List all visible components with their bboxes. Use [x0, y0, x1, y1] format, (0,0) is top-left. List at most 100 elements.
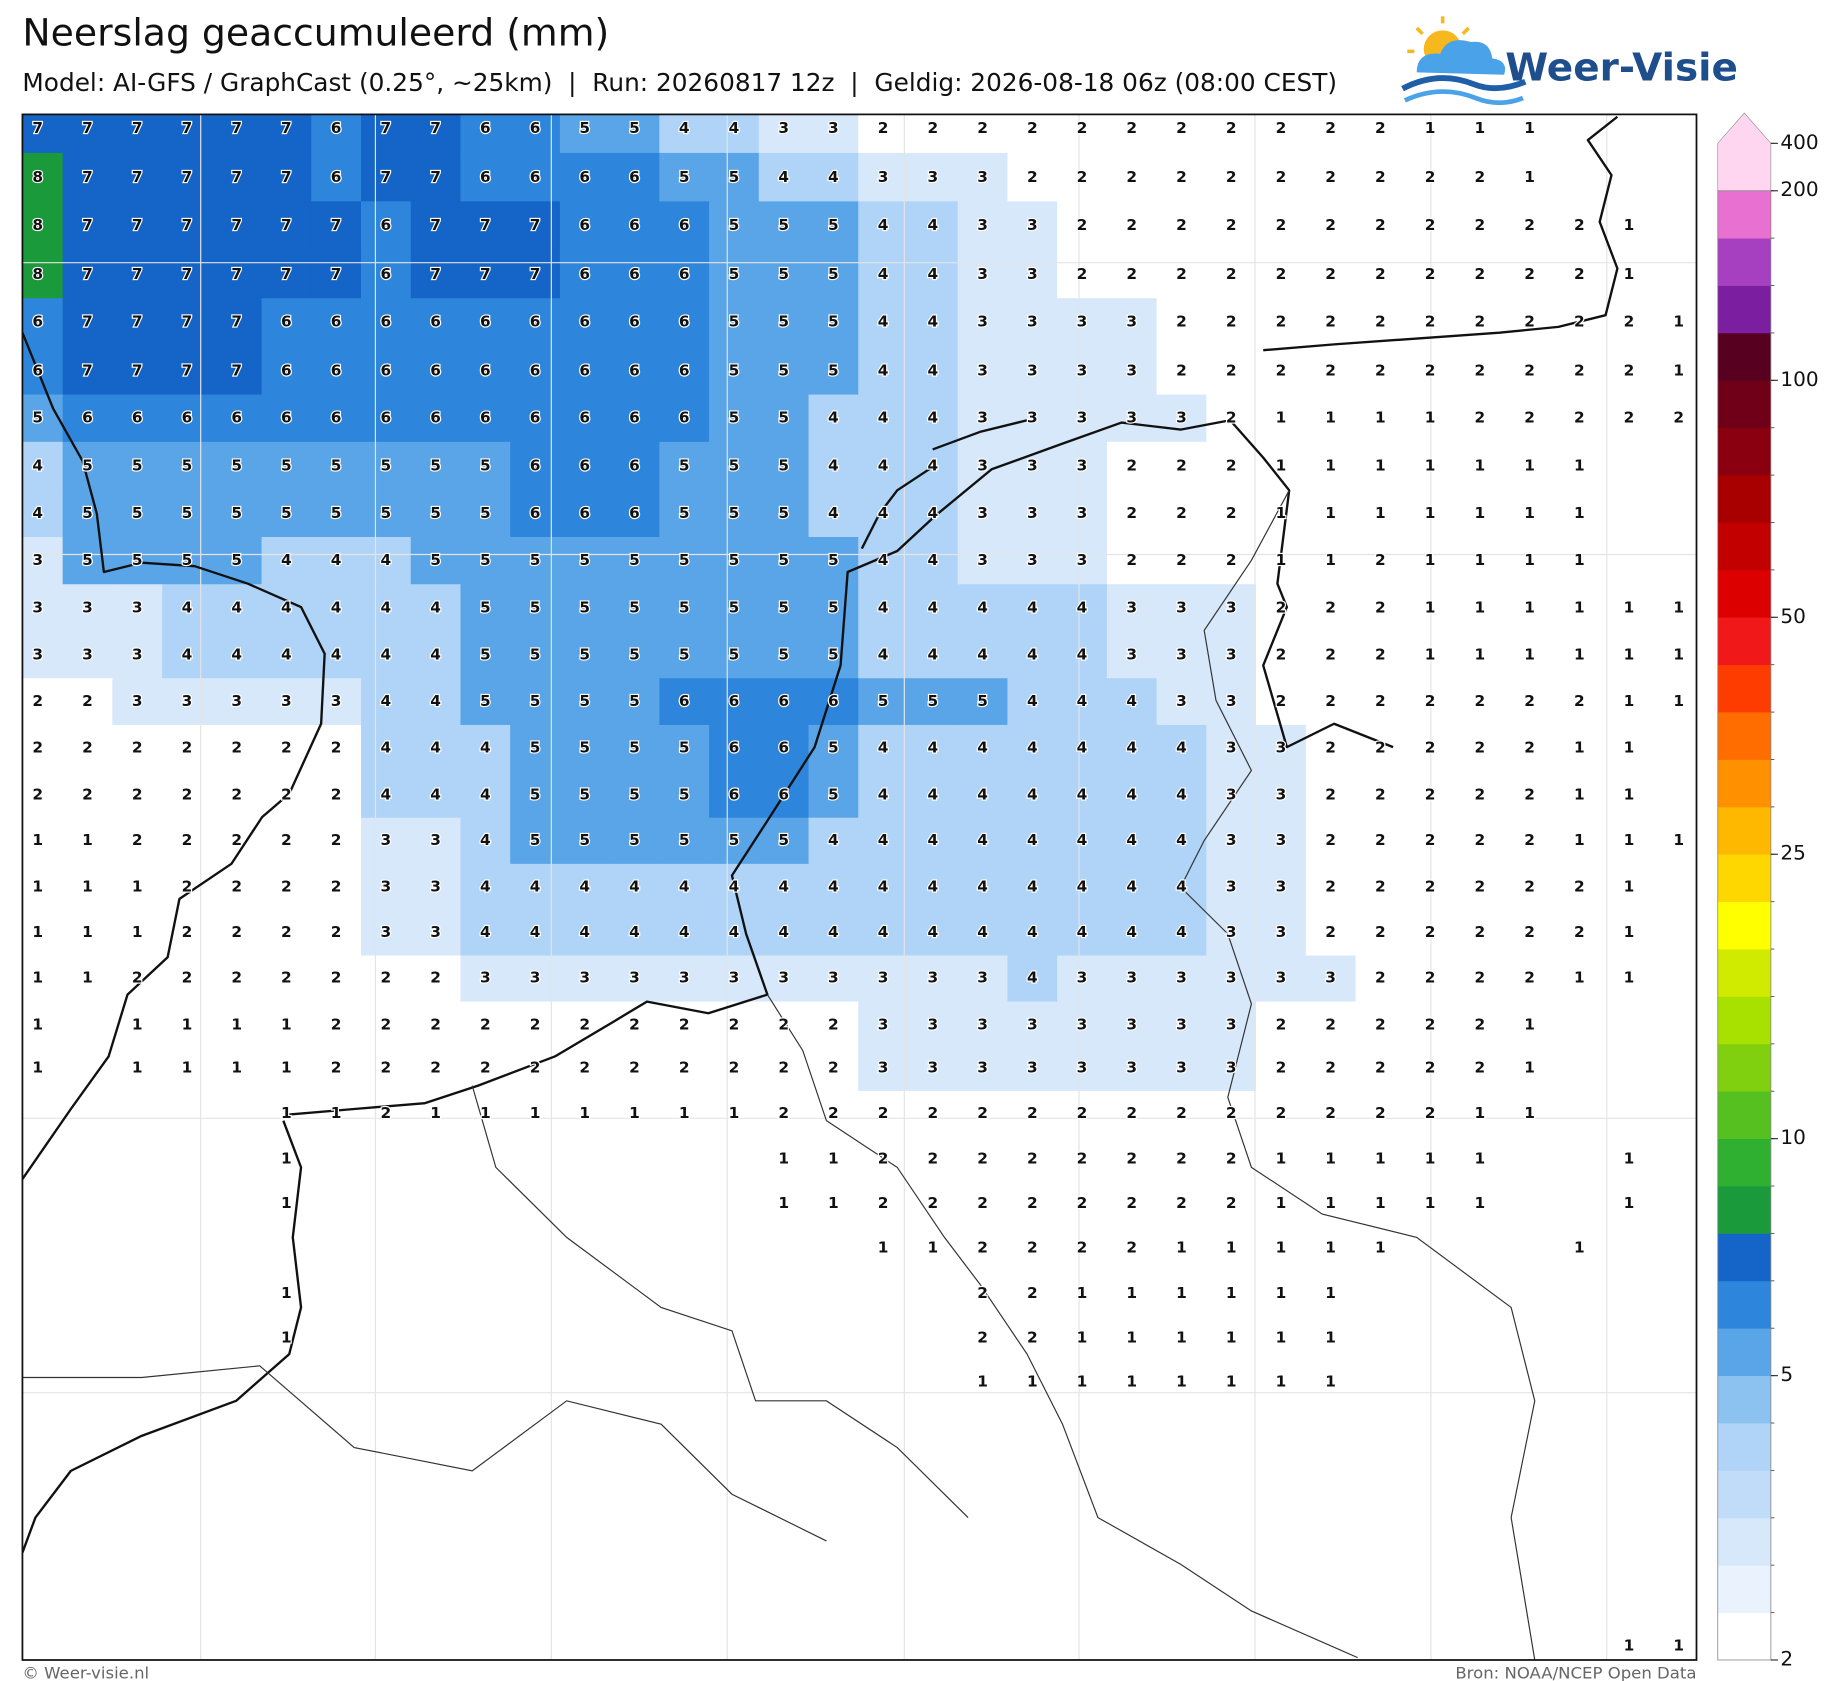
precip-cell	[22, 249, 64, 299]
grid-value: 1	[281, 1059, 292, 1077]
grid-value: 1	[1375, 504, 1386, 522]
grid-value: 6	[32, 362, 43, 380]
precip-cell	[410, 152, 462, 202]
grid-value: 1	[828, 1194, 839, 1212]
grid-value: 6	[679, 692, 690, 710]
colorbar-bin	[1717, 1280, 1771, 1329]
grid-value: 2	[1474, 313, 1485, 331]
precip-cell	[709, 152, 760, 202]
precip-cell	[1007, 1270, 1058, 1317]
precip-cell	[907, 152, 959, 202]
precip-cell	[758, 249, 810, 299]
precip-cell	[758, 863, 810, 911]
grid-value: 3	[1176, 1059, 1187, 1077]
grid-value: 2	[878, 1150, 889, 1168]
precip-cell	[808, 298, 859, 348]
precip-cell	[659, 394, 710, 443]
grid-value: 5	[778, 456, 789, 474]
precip-cell	[211, 724, 263, 773]
grid-value: 3	[1126, 313, 1137, 331]
grid-value: 4	[878, 362, 889, 380]
precip-cell	[211, 678, 263, 726]
grid-value: 5	[828, 739, 839, 757]
precip-cell	[1454, 863, 1506, 911]
grid-value: 4	[331, 551, 342, 569]
grid-value: 4	[928, 408, 939, 426]
precip-cell	[211, 298, 263, 348]
precip-cell	[1355, 249, 1406, 299]
grid-value: 5	[729, 551, 740, 569]
grid-value: 2	[828, 1015, 839, 1033]
grid-value: 7	[82, 168, 93, 186]
grid-value: 2	[1524, 969, 1535, 987]
precip-cell	[1305, 1046, 1357, 1092]
grid-value: 1	[1276, 1284, 1287, 1302]
precip-cell	[510, 114, 561, 154]
grid-value: 2	[1474, 923, 1485, 941]
precip-cell	[1007, 114, 1058, 154]
precip-cell	[559, 201, 611, 251]
grid-value: 3	[977, 265, 988, 283]
grid-value: 3	[82, 599, 93, 617]
precip-cell	[360, 441, 412, 491]
precip-cell	[1106, 298, 1158, 348]
precip-cell	[1057, 489, 1108, 538]
precip-cell	[858, 1046, 909, 1092]
grid-value: 4	[679, 878, 690, 896]
grid-value: 5	[729, 216, 740, 234]
precip-cell	[1156, 201, 1207, 251]
precip-cell	[1057, 724, 1108, 773]
grid-value: 3	[878, 969, 889, 987]
grid-value: 3	[1126, 969, 1137, 987]
precip-cell	[1355, 584, 1406, 633]
grid-value: 4	[977, 645, 988, 663]
grid-value: 3	[1176, 969, 1187, 987]
precip-cell	[1057, 249, 1108, 299]
grid-value: 2	[231, 878, 242, 896]
precip-cell	[758, 201, 810, 251]
precip-cell	[559, 346, 611, 396]
grid-value: 4	[430, 786, 441, 804]
grid-value: 3	[132, 599, 143, 617]
precip-cell	[1355, 724, 1406, 773]
precip-cell	[1305, 909, 1357, 957]
grid-value: 4	[778, 923, 789, 941]
grid-value: 3	[1176, 692, 1187, 710]
grid-value: 1	[1325, 408, 1336, 426]
grid-value: 6	[82, 408, 93, 426]
grid-value: 6	[629, 216, 640, 234]
precip-cell	[1454, 771, 1506, 819]
precip-cell	[1057, 346, 1108, 396]
precip-cell	[410, 114, 462, 154]
grid-value: 2	[1325, 786, 1336, 804]
precip-cell	[858, 346, 909, 396]
grid-value: 3	[381, 923, 392, 941]
grid-value: 1	[82, 831, 93, 849]
grid-value: 4	[381, 786, 392, 804]
precip-cell	[559, 955, 611, 1003]
grid-value: 2	[1474, 969, 1485, 987]
precip-cell	[261, 441, 312, 491]
grid-value: 5	[729, 831, 740, 849]
grid-value: 6	[281, 362, 292, 380]
grid-value: 5	[629, 119, 640, 137]
precip-cell	[659, 152, 710, 202]
precip-cell	[1057, 201, 1108, 251]
grid-value: 2	[381, 1104, 392, 1122]
grid-value: 2	[1425, 265, 1436, 283]
precip-cell	[559, 771, 611, 819]
precip-cell	[1007, 346, 1058, 396]
colorbar-bin	[1717, 1565, 1771, 1613]
precip-cell	[609, 631, 660, 679]
colorbar-bin	[1717, 380, 1771, 429]
grid-value: 4	[928, 739, 939, 757]
precip-cell	[1106, 1181, 1158, 1227]
grid-value: 3	[1176, 408, 1187, 426]
precip-cell	[709, 441, 760, 491]
grid-value: 3	[530, 969, 541, 987]
grid-value: 2	[928, 1150, 939, 1168]
grid-value: 3	[1226, 1059, 1237, 1077]
precip-cell	[858, 152, 909, 202]
grid-value: 1	[1474, 504, 1485, 522]
grid-value: 6	[480, 119, 491, 137]
